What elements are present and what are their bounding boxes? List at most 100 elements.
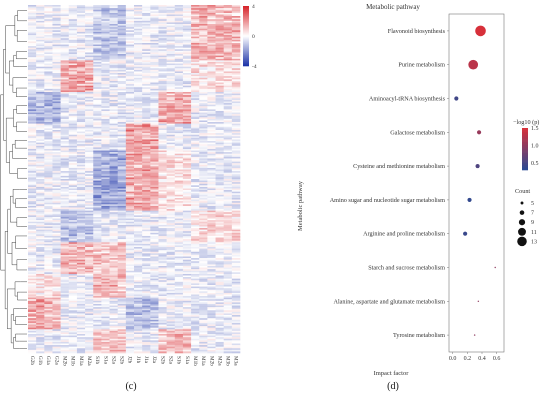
heatmap-cell: [134, 41, 143, 44]
heatmap-cell: [166, 262, 176, 265]
heatmap-cell: [199, 231, 208, 234]
heatmap-cell: [36, 22, 45, 25]
heatmap-cell: [150, 145, 159, 148]
heatmap-cell: [93, 218, 102, 221]
heatmap-cell: [150, 286, 159, 289]
heatmap-cell: [76, 123, 86, 126]
heatmap-cell: [142, 299, 151, 302]
heatmap-cell: [166, 80, 176, 83]
heatmap-cell: [44, 120, 53, 123]
heatmap-cell: [117, 247, 127, 249]
heatmap-cell: [142, 133, 151, 136]
heatmap-cell: [150, 205, 159, 208]
heatmap-cell: [85, 161, 94, 164]
heatmap-cell: [223, 171, 233, 173]
heatmap-cell: [134, 142, 143, 145]
heatmap-cell: [93, 202, 102, 205]
heatmap-cell: [215, 272, 224, 275]
heatmap-cell: [166, 33, 176, 36]
heatmap-cell: [158, 254, 167, 257]
heatmap-cell: [109, 14, 118, 17]
heatmap-cell: [125, 63, 135, 66]
heatmap-cell: [231, 76, 241, 79]
heatmap-cell: [150, 280, 159, 283]
heatmap-cell: [52, 33, 61, 36]
heatmap-cell: [199, 275, 208, 278]
heatmap-cell: [174, 106, 184, 109]
heatmap-cell: [166, 128, 176, 131]
heatmap-cell: [215, 169, 224, 172]
heatmap-cell: [134, 296, 143, 298]
heatmap-cell: [125, 129, 135, 132]
heatmap-cell: [101, 253, 110, 256]
heatmap-cell: [52, 218, 61, 221]
heatmap-cell: [44, 80, 53, 83]
heatmap-cell: [150, 44, 159, 47]
heatmap-cell: [215, 30, 224, 33]
heatmap-cell: [52, 68, 61, 71]
heatmap-cell: [85, 152, 94, 154]
heatmap-cell: [215, 44, 224, 47]
heatmap-cell: [199, 221, 208, 224]
heatmap-cell: [150, 95, 159, 98]
heatmap-cell: [231, 245, 241, 248]
heatmap-cell: [101, 156, 110, 159]
heatmap-cell: [166, 134, 176, 137]
heatmap-cell: [76, 22, 86, 25]
heatmap-cell: [166, 50, 176, 53]
heatmap-cell: [93, 186, 102, 189]
heatmap-cell: [93, 110, 102, 113]
heatmap-cell: [134, 12, 143, 15]
heatmap-cell: [85, 16, 94, 18]
heatmap-cell: [166, 36, 176, 39]
heatmap-cell: [134, 80, 143, 83]
heatmap-cell: [101, 58, 110, 61]
heatmap-cell: [142, 242, 151, 245]
heatmap-cell: [93, 131, 102, 134]
heatmap-cell: [36, 294, 45, 297]
heatmap-cell: [182, 196, 192, 199]
heatmap-cell: [142, 253, 151, 256]
heatmap-cell: [93, 234, 102, 237]
heatmap-cell: [93, 128, 102, 131]
heatmap-cell: [76, 213, 86, 216]
heatmap-cell: [60, 58, 70, 61]
heatmap-cell: [60, 262, 70, 265]
heatmap-cell: [207, 112, 216, 115]
heatmap-cell: [60, 88, 70, 91]
heatmap-cell: [142, 183, 151, 186]
heatmap-cell: [52, 245, 61, 248]
heatmap-cell: [52, 87, 61, 90]
heatmap-cell: [207, 193, 216, 196]
heatmap-cell: [117, 88, 127, 91]
heatmap-cell: [174, 92, 184, 94]
heatmap-cell: [109, 207, 118, 210]
heatmap-cell: [28, 38, 37, 41]
heatmap-cell: [85, 202, 94, 205]
heatmap-cell: [191, 16, 200, 18]
heatmap-cell: [28, 182, 37, 185]
heatmap-cell: [93, 153, 102, 156]
heatmap-cell: [85, 58, 94, 61]
heatmap-cell: [117, 267, 127, 270]
heatmap-cell: [28, 273, 37, 276]
heatmap-cell: [199, 253, 208, 256]
heatmap-cell: [223, 139, 233, 142]
heatmap-cell: [150, 134, 159, 137]
heatmap-cell: [60, 251, 70, 254]
heatmap-cell: [134, 109, 143, 112]
heatmap-cell: [134, 221, 143, 224]
heatmap-cell: [109, 256, 118, 259]
heatmap-cell: [125, 109, 135, 112]
heatmap-cell: [44, 85, 53, 88]
heatmap-cell: [93, 251, 102, 254]
heatmap-cell: [101, 196, 110, 199]
heatmap-cell: [223, 114, 233, 117]
heatmap-cell: [199, 239, 208, 241]
heatmap-cell: [76, 221, 86, 224]
heatmap-cell: [125, 259, 135, 262]
heatmap-cell: [166, 167, 176, 170]
heatmap-cell: [215, 245, 224, 248]
heatmap-cell: [158, 148, 167, 151]
heatmap-cell: [44, 92, 53, 94]
